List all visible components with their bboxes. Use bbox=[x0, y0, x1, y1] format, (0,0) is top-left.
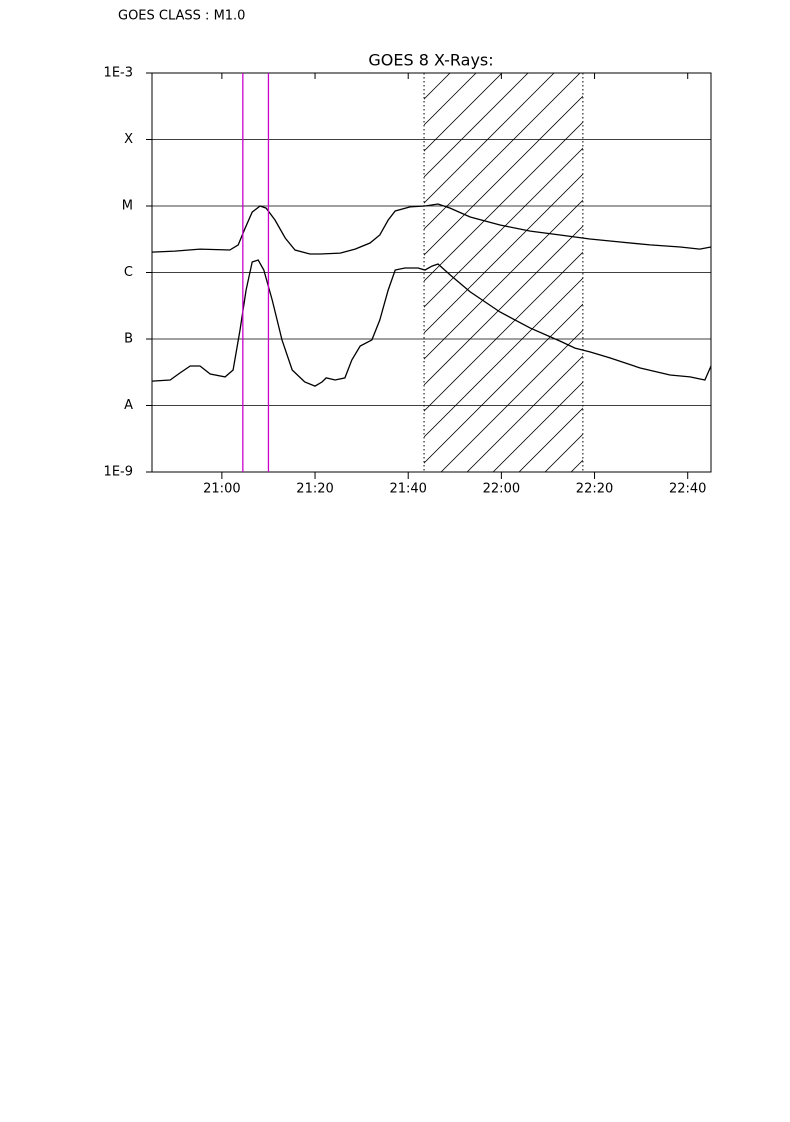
goes-class: GOES CLASS : M1.0 bbox=[118, 9, 245, 24]
y-tick-label: M bbox=[122, 199, 133, 214]
y-tick-label: 1E-3 bbox=[104, 66, 133, 81]
y-tick-label: X bbox=[124, 132, 133, 147]
y-tick-label: C bbox=[124, 265, 133, 280]
y-tick-label: A bbox=[124, 398, 133, 413]
y-tick-label: B bbox=[124, 332, 133, 347]
chart-title: GOES 8 X-Rays: bbox=[368, 51, 493, 70]
y-tick-label: 1E-9 bbox=[104, 465, 133, 480]
x-tick-label: 21:20 bbox=[296, 482, 333, 497]
data-line bbox=[152, 259, 711, 387]
x-tick-label: 21:00 bbox=[203, 482, 240, 497]
x-tick-label: 22:40 bbox=[669, 482, 706, 497]
x-tick-label: 21:40 bbox=[389, 482, 426, 497]
x-tick-label: 22:00 bbox=[483, 482, 520, 497]
x-tick-label: 22:20 bbox=[576, 482, 613, 497]
data-line bbox=[152, 203, 711, 255]
